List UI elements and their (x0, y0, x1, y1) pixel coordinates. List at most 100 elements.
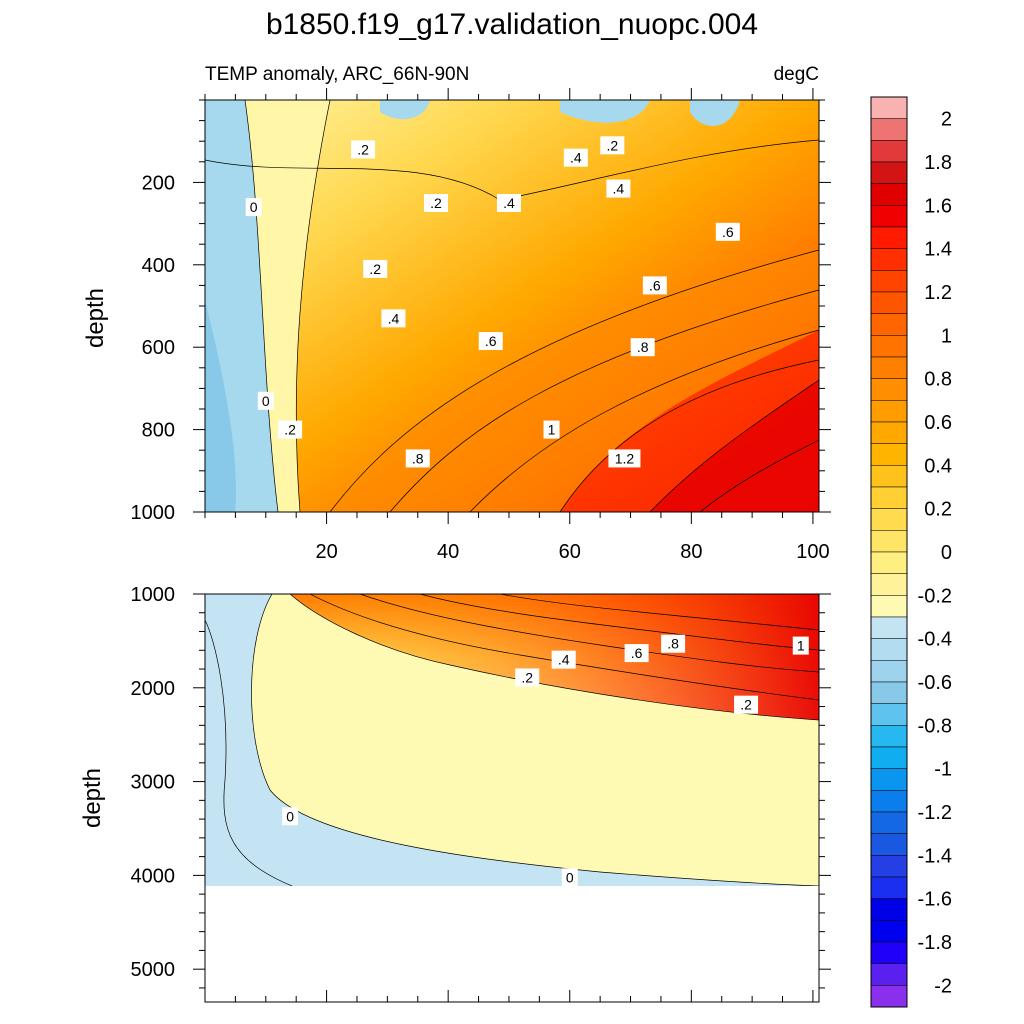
colorbar-segment (870, 551, 908, 574)
colorbar-segment (870, 248, 908, 271)
colorbar-label: -1.8 (918, 932, 952, 954)
lower-y-tick-label: 1000 (131, 584, 176, 606)
colorbar-label: 0.6 (924, 412, 952, 434)
upper-x-tick-label: 40 (437, 541, 459, 563)
colorbar-segment (870, 660, 908, 683)
upper-y-tick-label: 400 (142, 255, 175, 277)
colorbar-segment (870, 118, 908, 141)
lower-contour-label: .4 (551, 650, 576, 669)
upper-y-tick-label: 1000 (131, 502, 176, 524)
svg-text:.2: .2 (430, 195, 442, 211)
colorbar-segment (870, 790, 908, 813)
colorbar-segment (870, 291, 908, 314)
lower-y-tick-label: 3000 (131, 772, 176, 794)
colorbar-label: -1.6 (918, 889, 952, 911)
upper-surface-negative-patches (380, 100, 740, 126)
colorbar-segment (870, 616, 908, 639)
colorbar-segment (870, 443, 908, 466)
upper-contour-label: .2 (363, 259, 388, 278)
svg-text:.2: .2 (606, 137, 618, 153)
colorbar-segment (870, 725, 908, 748)
lower-x-axis (204, 990, 814, 1002)
upper-y-axis-label: depth (82, 288, 109, 348)
lower-panel: .8 1 .6 .4 .2 .2 0 0 1000 2000 3000 4000 5000 depth (79, 584, 831, 1003)
upper-contour-label: .2 (351, 140, 376, 159)
upper-y-tick-label: 600 (142, 337, 175, 359)
lower-y-axis: 1000 2000 3000 4000 5000 (131, 584, 831, 989)
colorbar-label: -0.4 (918, 629, 952, 651)
svg-text:.8: .8 (412, 450, 424, 466)
colorbar-label: -1.2 (918, 802, 952, 824)
colorbar-label: 1.4 (924, 239, 952, 261)
upper-contour-label: .8 (405, 449, 430, 468)
colorbar-segment (870, 226, 908, 249)
upper-x-tick-label: 80 (680, 541, 702, 563)
colorbar-label: 1.2 (924, 282, 952, 304)
lower-negative-region (205, 594, 819, 886)
colorbar-segment (870, 811, 908, 834)
svg-text:.6: .6 (649, 277, 661, 293)
svg-text:.2: .2 (284, 422, 296, 438)
lower-contour-label: .2 (734, 695, 759, 714)
colorbar-segment (870, 400, 908, 423)
colorbar-segment (870, 985, 908, 1008)
lower-contour-label: .6 (624, 644, 649, 663)
upper-x-axis: 20 40 60 80 100 (204, 88, 830, 563)
subtitle-left: TEMP anomaly, ARC_66N-90N (205, 64, 469, 85)
svg-text:1.2: 1.2 (615, 450, 635, 466)
colorbar-label: 1 (941, 325, 952, 347)
colorbar-label: -1.4 (918, 845, 952, 867)
svg-text:.2: .2 (369, 261, 381, 277)
svg-text:.2: .2 (521, 669, 533, 685)
upper-negative-inner (205, 300, 236, 512)
upper-contour-label: .2 (600, 136, 625, 155)
lower-contour-label: 0 (561, 868, 578, 887)
svg-text:.6: .6 (631, 645, 643, 661)
lower-plot-frame (204, 593, 820, 1003)
upper-orange-band (330, 250, 819, 512)
svg-text:.4: .4 (558, 652, 570, 668)
colorbar-segment (870, 963, 908, 986)
lower-contour-label: .8 (661, 634, 686, 653)
upper-contour-label: .4 (606, 179, 631, 198)
svg-text:.4: .4 (388, 310, 400, 326)
colorbar-segment (870, 530, 908, 553)
upper-contour-label: .2 (424, 194, 449, 212)
lower-contour-label: 1 (792, 636, 809, 655)
colorbar-label: -0.6 (918, 672, 952, 694)
upper-panel: .2 .4 .2 0 .2 .4 .4 .6 .2 .6 .4 .6 .8 0 .2 1 .8 1.2 20 40 6… (82, 88, 831, 563)
colorbar-segment (870, 205, 908, 228)
colorbar-label: 1.6 (924, 195, 952, 217)
upper-contour-labels: .2 .4 .2 0 .2 .4 .4 .6 .2 .6 .4 .6 .8 0 .2 1 .8 1.2 (245, 136, 740, 468)
svg-text:1: 1 (797, 638, 805, 654)
lower-contour-lines (205, 594, 819, 886)
lower-contour-labels: .8 1 .6 .4 .2 .2 0 0 (282, 634, 809, 887)
svg-text:.6: .6 (485, 333, 497, 349)
colorbar-segment (870, 768, 908, 791)
upper-contour-label: .4 (381, 309, 406, 328)
svg-text:.8: .8 (667, 636, 679, 652)
colorbar-label: 1.8 (924, 152, 952, 174)
colorbar-segment (870, 96, 908, 119)
colorbar-segment (870, 270, 908, 293)
colorbar-label: -0.2 (918, 585, 952, 607)
upper-contour-label: 1 (543, 420, 560, 439)
lower-y-tick-label: 2000 (131, 678, 176, 700)
lower-missing-data-region (205, 886, 819, 1002)
upper-contour-label: .6 (478, 332, 503, 351)
colorbar-segment (870, 356, 908, 379)
colorbar-label: -1 (934, 759, 952, 781)
colorbar-segment (870, 833, 908, 856)
colorbar-segment (870, 161, 908, 184)
svg-text:0: 0 (262, 393, 270, 409)
colorbar-label: 0.8 (924, 369, 952, 391)
svg-text:0: 0 (286, 808, 294, 824)
colorbar-label: -2 (934, 975, 952, 997)
colorbar-segment (870, 573, 908, 596)
upper-x-tick-label: 60 (559, 541, 581, 563)
colorbar-segment (870, 898, 908, 921)
svg-text:0: 0 (566, 869, 574, 885)
colorbar-label: 0.2 (924, 499, 952, 521)
colorbar-segment (870, 335, 908, 358)
colorbar-segment (870, 638, 908, 661)
